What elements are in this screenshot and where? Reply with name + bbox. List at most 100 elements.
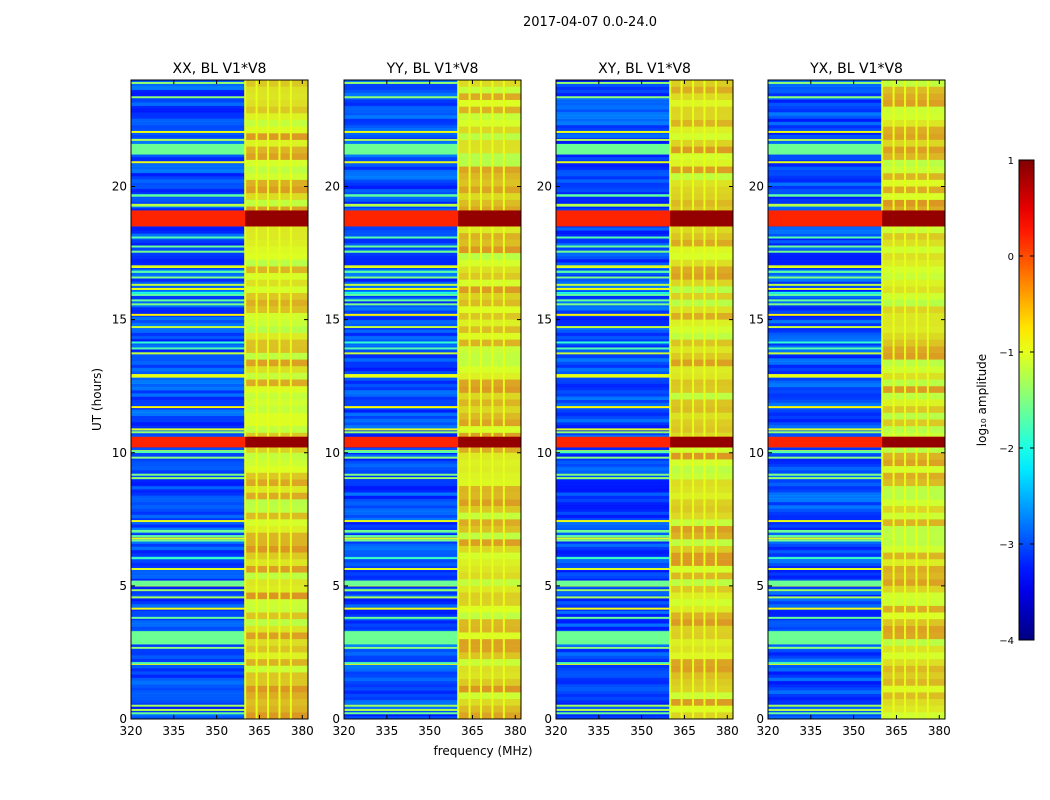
rfi-cell [458, 153, 521, 160]
time-stripe [556, 473, 733, 476]
noise-row [344, 172, 521, 177]
x-tick-label: 335 [162, 724, 185, 738]
rfi-cell [882, 652, 945, 660]
time-stripe [556, 374, 733, 377]
noise-row [131, 175, 308, 180]
time-stripe [768, 245, 945, 248]
noise-row [131, 511, 308, 516]
noise-row [131, 284, 308, 289]
noise-row [131, 198, 308, 202]
rfi-cell [670, 346, 733, 353]
rfi-cell [458, 326, 521, 333]
noise-row [344, 316, 521, 321]
noise-row [556, 693, 733, 698]
rfi-cell [245, 705, 308, 713]
noise-row [344, 706, 521, 710]
rfi-cell [670, 552, 733, 560]
noise-row [556, 111, 733, 116]
noise-row [131, 134, 308, 139]
rfi-cell [458, 106, 521, 114]
rfi-cell [245, 239, 308, 247]
noise-row [768, 690, 945, 694]
rfi-cell [245, 273, 308, 280]
noise-row [344, 409, 521, 413]
noise-row [768, 466, 945, 471]
flag-band [131, 143, 308, 155]
noise-row [344, 591, 521, 595]
noise-row [131, 172, 308, 177]
time-stripe [556, 431, 733, 434]
rfi-cell [245, 406, 308, 413]
noise-row [131, 447, 308, 452]
panel-2: 320 335 350 365 380 0 5 10 15 20 YY, BL V1*V8 frequ… [325, 61, 533, 758]
axes-frame [767, 79, 946, 720]
noise-row [344, 520, 521, 525]
rfi-cell [458, 525, 521, 533]
rfi-cell [882, 233, 945, 240]
noise-row [768, 524, 945, 528]
noise-row [344, 182, 521, 186]
rfi-cell [245, 146, 308, 154]
noise-row [556, 680, 733, 685]
noise-row [131, 86, 308, 91]
noise-row [131, 182, 308, 186]
noise-row [344, 198, 521, 202]
noise-row [556, 335, 733, 340]
noise-row [131, 626, 308, 631]
noise-row [344, 175, 521, 180]
rfi-cell [670, 665, 733, 673]
rfi-cell [882, 166, 945, 174]
panel-title: YX, BL V1*V8 [809, 61, 903, 77]
noise-row [768, 421, 945, 426]
band-edge-line [926, 80, 929, 719]
time-stripe [131, 535, 308, 538]
time-stripe [131, 557, 308, 560]
time-stripe [131, 347, 308, 350]
rfi-cell [245, 153, 308, 160]
noise-row [344, 514, 521, 519]
noise-row [344, 597, 521, 602]
time-stripe [556, 596, 733, 599]
time-stripe [131, 704, 308, 707]
rfi-cell [670, 579, 733, 586]
noise-row [556, 447, 733, 452]
noise-row [768, 527, 945, 531]
rfi-cell [882, 186, 945, 194]
rfi-cell [670, 619, 733, 626]
time-stripe [768, 537, 945, 540]
y-tick-label: 10 [112, 446, 127, 460]
noise-row [131, 306, 308, 311]
noise-row [556, 562, 733, 567]
y-tick-label: 20 [749, 180, 764, 194]
rfi-cell [882, 279, 945, 287]
noise-row [768, 230, 945, 234]
noise-row [131, 664, 308, 669]
noise-row [131, 453, 308, 458]
time-stripe [556, 250, 733, 253]
panel-title: XX, BL V1*V8 [173, 61, 267, 77]
time-stripe [131, 473, 308, 476]
noise-row [768, 108, 945, 113]
time-stripe [344, 708, 521, 711]
noise-row [344, 421, 521, 426]
time-stripe [768, 313, 945, 316]
time-stripe [131, 568, 308, 571]
rfi-cell [670, 506, 733, 513]
rfi-cell [458, 99, 521, 107]
noise-row [131, 239, 308, 244]
rfi-cell [458, 539, 521, 546]
noise-row [131, 380, 308, 385]
noise-row [344, 575, 521, 579]
y-tick-label: 20 [112, 180, 127, 194]
rfi-cell [458, 259, 521, 267]
noise-row [556, 527, 733, 531]
rfi-cell [245, 126, 308, 134]
time-stripe [344, 270, 521, 273]
rfi-cell [458, 133, 521, 140]
noise-row [768, 479, 945, 484]
noise-row [556, 246, 733, 250]
time-stripe [556, 236, 733, 239]
time-stripe [768, 287, 945, 290]
noise-row [556, 226, 733, 231]
noise-row [768, 712, 945, 717]
